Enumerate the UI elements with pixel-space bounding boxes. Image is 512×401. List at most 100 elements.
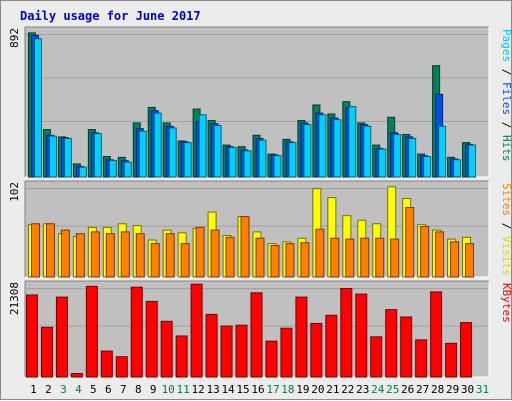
- series-label-part: /: [500, 62, 512, 82]
- bar-pages-day-18: [288, 142, 297, 178]
- bar-pages-day-6: [108, 160, 117, 178]
- x-tick-label-day-17: 17: [266, 383, 279, 396]
- bar-pages-day-5: [93, 133, 102, 178]
- x-tick-label-day-7: 7: [120, 383, 127, 396]
- bar-pages-day-11: [183, 142, 192, 178]
- bar-pages-day-1: [33, 38, 42, 178]
- bar-sites-day-6: [105, 233, 115, 278]
- bar-sites-day-23: [360, 237, 370, 278]
- bar-sites-day-7: [120, 231, 130, 278]
- bar-kbytes-day-5: [85, 285, 98, 378]
- series-label-part: Visits: [500, 236, 512, 276]
- bar-kbytes-day-13: [205, 313, 218, 378]
- bar-sites-day-21: [330, 237, 340, 278]
- bar-pages-day-4: [78, 166, 87, 178]
- series-label-part: /: [500, 115, 512, 135]
- bar-sites-day-19: [300, 242, 310, 278]
- bar-kbytes-day-9: [145, 300, 158, 378]
- bar-kbytes-day-20: [310, 322, 323, 378]
- bar-kbytes-day-6: [100, 350, 113, 378]
- x-tick-label-day-26: 26: [401, 383, 414, 396]
- x-tick-label-day-21: 21: [326, 383, 339, 396]
- bar-pages-day-12: [198, 114, 207, 178]
- bar-pages-day-25: [393, 133, 402, 178]
- x-tick-label-day-6: 6: [105, 383, 112, 396]
- bar-kbytes-day-23: [355, 293, 368, 378]
- bar-kbytes-day-17: [265, 340, 278, 378]
- bar-sites-day-4: [75, 233, 85, 278]
- bar-pages-day-22: [348, 106, 357, 178]
- y-max-label: 21308: [8, 282, 21, 315]
- bar-kbytes-day-8: [130, 286, 143, 378]
- bar-sites-day-2: [45, 223, 55, 278]
- bar-pages-day-21: [333, 119, 342, 178]
- bar-sites-day-18: [285, 243, 295, 278]
- x-tick-label-day-4: 4: [75, 383, 82, 396]
- x-tick-label-day-30: 30: [461, 383, 474, 396]
- bar-sites-day-3: [60, 229, 70, 278]
- x-tick-label-day-9: 9: [150, 383, 157, 396]
- bar-sites-day-12: [195, 226, 205, 278]
- bar-sites-day-28: [435, 231, 445, 278]
- x-tick-label-day-1: 1: [30, 383, 37, 396]
- bar-pages-day-14: [228, 147, 237, 178]
- bar-sites-day-29: [450, 241, 460, 278]
- bar-sites-day-9: [150, 243, 160, 278]
- series-label-part: Hits: [500, 135, 512, 162]
- x-tick-label-day-27: 27: [416, 383, 429, 396]
- bar-pages-day-16: [258, 139, 267, 178]
- bar-kbytes-day-15: [235, 324, 248, 378]
- bar-pages-day-9: [153, 112, 162, 178]
- chart-title: Daily usage for June 2017: [20, 9, 201, 23]
- bar-kbytes-day-25: [385, 309, 398, 378]
- bar-sites-day-5: [90, 231, 100, 278]
- bar-sites-day-17: [270, 244, 280, 278]
- x-tick-label-day-3: 3: [60, 383, 67, 396]
- x-tick-label-day-16: 16: [251, 383, 264, 396]
- series-label-part: Sites: [500, 183, 512, 216]
- bar-pages-day-30: [468, 144, 477, 178]
- bar-kbytes-day-28: [430, 291, 443, 378]
- bar-sites-day-15: [240, 216, 250, 278]
- bar-kbytes-day-1: [25, 294, 38, 378]
- series-label-part: KBytes: [500, 283, 512, 323]
- x-tick-label-day-8: 8: [135, 383, 142, 396]
- x-tick-label-day-12: 12: [192, 383, 205, 396]
- x-tick-label-day-24: 24: [371, 383, 385, 396]
- y-max-label: 892: [8, 28, 21, 48]
- bar-kbytes-day-7: [115, 356, 128, 378]
- x-tick-label-day-25: 25: [386, 383, 399, 396]
- x-tick-label-day-31: 31: [476, 383, 489, 396]
- bar-pages-day-19: [303, 124, 312, 178]
- x-tick-label-day-19: 19: [296, 383, 309, 396]
- bar-kbytes-day-22: [340, 287, 353, 378]
- bar-kbytes-day-30: [460, 322, 473, 378]
- bar-sites-day-30: [465, 243, 475, 278]
- bar-kbytes-day-21: [325, 314, 338, 378]
- bar-pages-day-20: [318, 114, 327, 178]
- x-tick-label-day-23: 23: [356, 383, 369, 396]
- series-label-part: Pages: [500, 29, 512, 62]
- bar-pages-day-8: [138, 130, 147, 178]
- x-tick-label-day-13: 13: [206, 383, 219, 396]
- bar-pages-day-15: [243, 150, 252, 178]
- bar-kbytes-day-3: [55, 296, 68, 378]
- bar-sites-day-1: [30, 223, 40, 278]
- bar-kbytes-day-18: [280, 327, 293, 378]
- series-label-kbytes: KBytes: [500, 283, 512, 323]
- bar-kbytes-day-29: [445, 342, 458, 378]
- series-label-part: Files: [500, 82, 512, 115]
- bar-pages-day-10: [168, 127, 177, 178]
- bar-pages-day-26: [408, 138, 417, 178]
- x-tick-label-day-29: 29: [446, 383, 459, 396]
- bar-pages-day-3: [63, 138, 72, 178]
- bar-sites-day-27: [420, 225, 430, 278]
- bar-sites-day-20: [315, 228, 325, 278]
- x-tick-label-day-28: 28: [431, 383, 444, 396]
- bar-pages-day-2: [48, 135, 57, 178]
- bar-pages-day-17: [273, 155, 282, 178]
- x-tick-label-day-22: 22: [341, 383, 354, 396]
- bar-pages-day-28: [438, 125, 447, 178]
- y-max-label: 102: [8, 182, 21, 202]
